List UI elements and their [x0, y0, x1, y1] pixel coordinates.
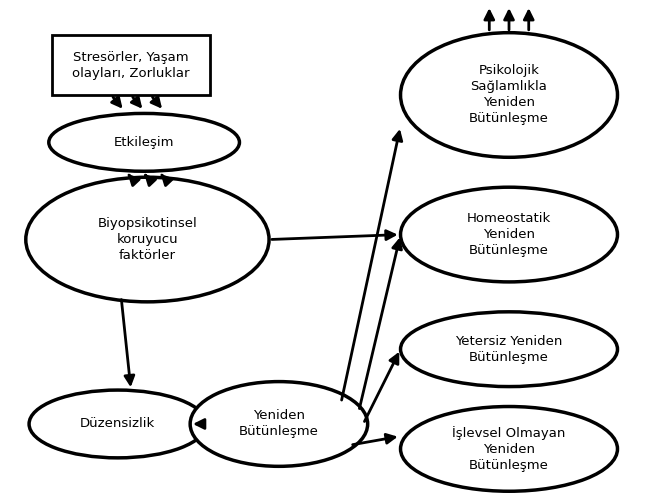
- Ellipse shape: [400, 312, 617, 387]
- Ellipse shape: [400, 187, 617, 282]
- Ellipse shape: [190, 382, 368, 466]
- Text: Psikolojik
Sağlamlıkla
Yeniden
Bütünleşme: Psikolojik Sağlamlıkla Yeniden Bütünleşm…: [469, 65, 549, 125]
- Text: Biyopsikotinsel
koruyucu
faktörler: Biyopsikotinsel koruyucu faktörler: [97, 217, 198, 262]
- Ellipse shape: [400, 33, 617, 157]
- Text: Stresörler, Yaşam
olayları, Zorluklar: Stresörler, Yaşam olayları, Zorluklar: [72, 50, 190, 80]
- Ellipse shape: [49, 113, 239, 171]
- Text: Etkileşim: Etkileşim: [114, 136, 174, 149]
- Text: İşlevsel Olmayan
Yeniden
Bütünleşme: İşlevsel Olmayan Yeniden Bütünleşme: [452, 426, 566, 472]
- Ellipse shape: [29, 390, 207, 458]
- Ellipse shape: [26, 177, 269, 302]
- FancyBboxPatch shape: [52, 35, 210, 95]
- Ellipse shape: [400, 407, 617, 491]
- Text: Düzensizlik: Düzensizlik: [80, 417, 155, 430]
- Text: Homeostatik
Yeniden
Bütünleşme: Homeostatik Yeniden Bütünleşme: [467, 212, 551, 257]
- Text: Yetersiz Yeniden
Bütünleşme: Yetersiz Yeniden Bütünleşme: [455, 335, 563, 364]
- Text: Yeniden
Bütünleşme: Yeniden Bütünleşme: [239, 409, 319, 438]
